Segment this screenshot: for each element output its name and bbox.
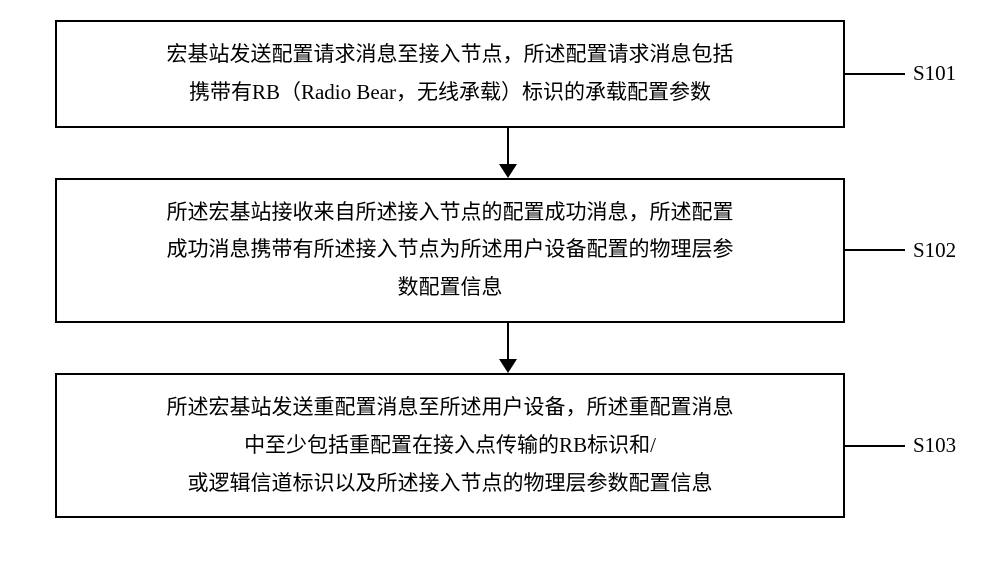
- connector-line-2: [845, 249, 905, 251]
- connector-line-3: [845, 445, 905, 447]
- step-row-1: 宏基站发送配置请求消息至接入节点，所述配置请求消息包括 携带有RB（Radio …: [40, 20, 960, 128]
- step-box-3: 所述宏基站发送重配置消息至所述用户设备，所述重配置消息 中至少包括重配置在接入点…: [55, 373, 845, 518]
- step-3-line-3: 或逻辑信道标识以及所述接入节点的物理层参数配置信息: [188, 465, 713, 503]
- step-3-line-1: 所述宏基站发送重配置消息至所述用户设备，所述重配置消息: [167, 389, 734, 427]
- step-box-2: 所述宏基站接收来自所述接入节点的配置成功消息，所述配置 成功消息携带有所述接入节…: [55, 178, 845, 323]
- step-1-line-1: 宏基站发送配置请求消息至接入节点，所述配置请求消息包括: [167, 36, 734, 74]
- connector-2: S102: [845, 238, 956, 263]
- step-label-1: S101: [913, 61, 956, 86]
- flowchart-container: 宏基站发送配置请求消息至接入节点，所述配置请求消息包括 携带有RB（Radio …: [40, 20, 960, 518]
- step-box-1: 宏基站发送配置请求消息至接入节点，所述配置请求消息包括 携带有RB（Radio …: [55, 20, 845, 128]
- step-row-3: 所述宏基站发送重配置消息至所述用户设备，所述重配置消息 中至少包括重配置在接入点…: [40, 373, 960, 518]
- connector-1: S101: [845, 61, 956, 86]
- arrow-head-1: [499, 164, 517, 178]
- arrow-line-2: [507, 323, 509, 361]
- arrow-1: [113, 128, 903, 178]
- connector-line-1: [845, 73, 905, 75]
- arrow-2: [113, 323, 903, 373]
- step-label-3: S103: [913, 433, 956, 458]
- step-label-2: S102: [913, 238, 956, 263]
- step-1-line-2: 携带有RB（Radio Bear，无线承载）标识的承载配置参数: [189, 74, 711, 112]
- arrow-head-2: [499, 359, 517, 373]
- connector-3: S103: [845, 433, 956, 458]
- step-row-2: 所述宏基站接收来自所述接入节点的配置成功消息，所述配置 成功消息携带有所述接入节…: [40, 178, 960, 323]
- step-2-line-1: 所述宏基站接收来自所述接入节点的配置成功消息，所述配置: [167, 194, 734, 232]
- step-2-line-2: 成功消息携带有所述接入节点为所述用户设备配置的物理层参: [167, 231, 734, 269]
- step-2-line-3: 数配置信息: [398, 269, 503, 307]
- step-3-line-2: 中至少包括重配置在接入点传输的RB标识和/: [244, 427, 656, 465]
- arrow-line-1: [507, 128, 509, 166]
